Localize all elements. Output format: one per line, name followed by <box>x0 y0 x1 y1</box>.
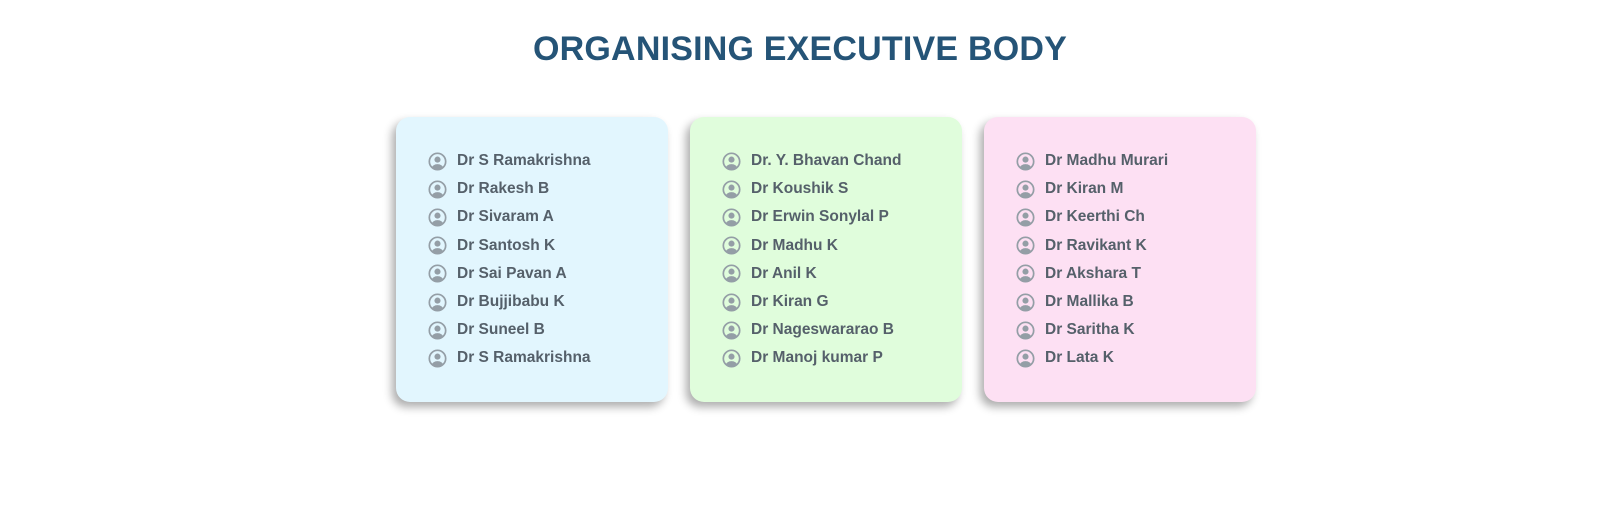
member-name: Dr Sai Pavan A <box>457 264 567 282</box>
member-name: Dr Kiran M <box>1045 180 1124 198</box>
list-item: Dr Santosh K <box>428 232 668 260</box>
user-circle-icon <box>428 321 447 340</box>
list-item: Dr S Ramakrishna <box>428 344 668 372</box>
member-name: Dr Saritha K <box>1045 321 1135 339</box>
user-circle-icon <box>1016 321 1035 340</box>
list-item: Dr Bujjibabu K <box>428 288 668 316</box>
user-circle-icon <box>1016 293 1035 312</box>
member-name: Dr. Y. Bhavan Chand <box>751 152 902 170</box>
user-circle-icon <box>722 293 741 312</box>
list-item: Dr Manoj kumar P <box>722 344 962 372</box>
member-card-2: Dr. Y. Bhavan Chand Dr Koushik S Dr Erwin … <box>690 117 962 402</box>
member-name: Dr Bujjibabu K <box>457 293 565 311</box>
list-item: Dr Anil K <box>722 260 962 288</box>
member-name: Dr Anil K <box>751 264 817 282</box>
list-item: Dr Nageswararao B <box>722 316 962 344</box>
list-item: Dr Lata K <box>1016 344 1256 372</box>
user-circle-icon <box>1016 264 1035 283</box>
member-name: Dr Sivaram A <box>457 208 554 226</box>
member-card-1: Dr S Ramakrishna Dr Rakesh B Dr Sivaram A D… <box>396 117 668 402</box>
list-item: Dr Madhu K <box>722 232 962 260</box>
list-item: Dr Rakesh B <box>428 175 668 203</box>
member-name: Dr Ravikant K <box>1045 236 1147 254</box>
list-item: Dr. Y. Bhavan Chand <box>722 147 962 175</box>
member-name: Dr Santosh K <box>457 236 556 254</box>
list-item: Dr S Ramakrishna <box>428 147 668 175</box>
user-circle-icon <box>722 180 741 199</box>
member-card-3: Dr Madhu Murari Dr Kiran M Dr Keerthi Ch Dr… <box>984 117 1256 402</box>
user-circle-icon <box>1016 152 1035 171</box>
user-circle-icon <box>1016 208 1035 227</box>
user-circle-icon <box>1016 180 1035 199</box>
list-item: Dr Suneel B <box>428 316 668 344</box>
member-name: Dr Rakesh B <box>457 180 550 198</box>
user-circle-icon <box>722 264 741 283</box>
member-name: Dr Manoj kumar P <box>751 349 883 367</box>
list-item: Dr Saritha K <box>1016 316 1256 344</box>
list-item: Dr Sai Pavan A <box>428 260 668 288</box>
user-circle-icon <box>428 152 447 171</box>
user-circle-icon <box>722 152 741 171</box>
list-item: Dr Kiran M <box>1016 175 1256 203</box>
user-circle-icon <box>428 208 447 227</box>
member-name: Dr Koushik S <box>751 180 849 198</box>
list-item: Dr Mallika B <box>1016 288 1256 316</box>
member-name: Dr Madhu Murari <box>1045 152 1169 170</box>
list-item: Dr Koushik S <box>722 175 962 203</box>
member-list: Dr. Y. Bhavan Chand Dr Koushik S Dr Erwin … <box>722 147 962 373</box>
member-list: Dr S Ramakrishna Dr Rakesh B Dr Sivaram A D… <box>428 147 668 373</box>
member-name: Dr Keerthi Ch <box>1045 208 1145 226</box>
list-item: Dr Keerthi Ch <box>1016 203 1256 231</box>
member-name: Dr Akshara T <box>1045 264 1141 282</box>
member-name: Dr Kiran G <box>751 293 829 311</box>
user-circle-icon <box>722 321 741 340</box>
member-name: Dr Lata K <box>1045 349 1114 367</box>
user-circle-icon <box>722 349 741 368</box>
member-cards: Dr S Ramakrishna Dr Rakesh B Dr Sivaram A D… <box>396 117 1256 402</box>
user-circle-icon <box>1016 236 1035 255</box>
list-item: Dr Ravikant K <box>1016 232 1256 260</box>
member-name: Dr Suneel B <box>457 321 545 339</box>
member-list: Dr Madhu Murari Dr Kiran M Dr Keerthi Ch Dr… <box>1016 147 1256 373</box>
member-name: Dr Erwin Sonylal P <box>751 208 889 226</box>
member-name: Dr Mallika B <box>1045 293 1134 311</box>
user-circle-icon <box>722 208 741 227</box>
member-name: Dr Madhu K <box>751 236 838 254</box>
list-item: Dr Madhu Murari <box>1016 147 1256 175</box>
member-name: Dr S Ramakrishna <box>457 152 591 170</box>
user-circle-icon <box>428 236 447 255</box>
user-circle-icon <box>722 236 741 255</box>
list-item: Dr Erwin Sonylal P <box>722 203 962 231</box>
user-circle-icon <box>1016 349 1035 368</box>
user-circle-icon <box>428 264 447 283</box>
user-circle-icon <box>428 349 447 368</box>
user-circle-icon <box>428 180 447 199</box>
list-item: Dr Akshara T <box>1016 260 1256 288</box>
member-name: Dr Nageswararao B <box>751 321 895 339</box>
member-name: Dr S Ramakrishna <box>457 349 591 367</box>
list-item: Dr Kiran G <box>722 288 962 316</box>
user-circle-icon <box>428 293 447 312</box>
list-item: Dr Sivaram A <box>428 203 668 231</box>
page-title: ORGANISING EXECUTIVE BODY <box>533 30 1067 68</box>
